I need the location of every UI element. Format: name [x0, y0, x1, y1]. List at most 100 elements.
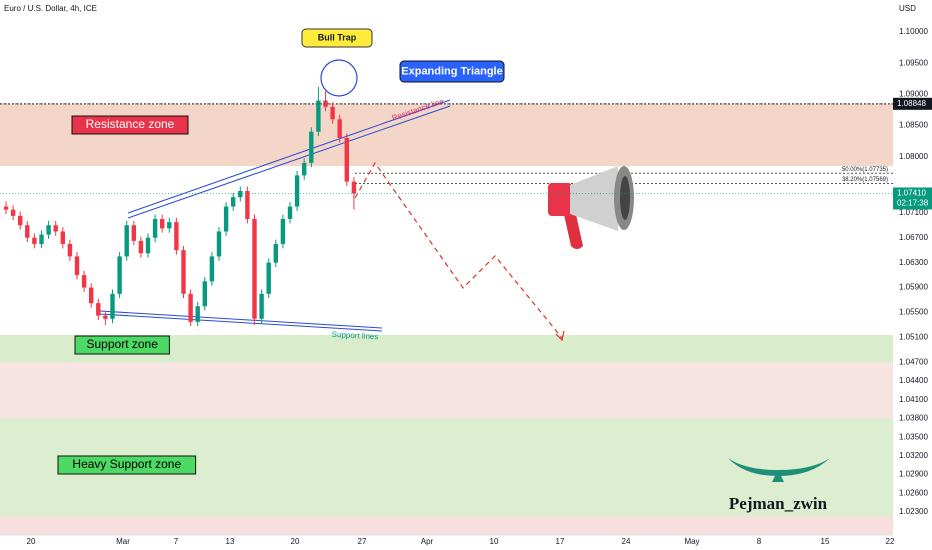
- x-tick-label: 20: [27, 537, 36, 546]
- candle-body: [209, 256, 215, 282]
- y-tick-label: 1.02300: [899, 507, 928, 516]
- x-tick-label: 8: [757, 537, 762, 546]
- candle-body: [160, 219, 165, 229]
- y-tick-label: 1.08500: [899, 121, 928, 130]
- x-tick-label: 22: [886, 537, 895, 546]
- x-tick-label: Apr: [421, 537, 434, 546]
- y-tick-label: 1.04400: [899, 376, 928, 385]
- watermark: Pejman_zwin: [729, 494, 828, 513]
- y-tick-label: 1.05500: [899, 308, 928, 317]
- price-label: 1.08848: [897, 99, 926, 108]
- chart-title: Euro / U.S. Dollar, 4h, ICE: [4, 4, 97, 13]
- candle-body: [351, 181, 357, 194]
- candle-body: [231, 197, 236, 207]
- zone-label-box: [74, 335, 170, 355]
- x-tick-label: 24: [622, 537, 631, 546]
- price-label-bg: [893, 187, 932, 210]
- price-axis-bg: [893, 0, 932, 550]
- triangle-upper: [127, 99, 451, 214]
- y-tick-label: 1.09000: [899, 89, 928, 98]
- x-tick-label: 15: [821, 537, 830, 546]
- y-tick-label: 1.10000: [899, 27, 928, 36]
- candle-body: [32, 237, 37, 244]
- y-tick-label: 1.04100: [899, 395, 928, 404]
- x-tick-label: 13: [226, 537, 235, 546]
- zone: [0, 103, 893, 167]
- candle-body: [167, 222, 172, 229]
- x-tick-label: May: [684, 537, 699, 546]
- x-tick-label: Mar: [116, 537, 130, 546]
- candle-body: [223, 206, 229, 232]
- candle-body: [60, 231, 65, 244]
- candle-body: [96, 303, 101, 316]
- candle-body: [202, 281, 207, 307]
- fib-label: 50.00%(1.07735): [842, 167, 888, 173]
- bull-trap-label: Bull Trap: [318, 32, 357, 42]
- support-lines-label: Support lines: [331, 330, 378, 341]
- triangle-box: [399, 60, 505, 83]
- triangle-label: Expanding Triangle: [401, 65, 502, 77]
- candle-body: [103, 315, 108, 319]
- candle-body: [152, 219, 158, 238]
- candle-body: [81, 275, 87, 288]
- x-tick-label: 7: [174, 537, 179, 546]
- candle-body: [337, 119, 342, 138]
- candle-body: [252, 219, 257, 319]
- candle-body: [323, 100, 328, 107]
- candle-body: [195, 306, 200, 322]
- y-tick-label: 1.05100: [899, 333, 928, 342]
- y-tick-label: 1.08000: [899, 152, 928, 161]
- y-tick-label: 1.02900: [899, 470, 928, 479]
- y-tick-label: 1.06300: [899, 258, 928, 267]
- fib-label: 38.20%(1.07569): [842, 177, 888, 183]
- candle-body: [138, 240, 144, 254]
- candle-body: [145, 237, 151, 254]
- x-tick-label: 17: [556, 537, 565, 546]
- candle-body: [67, 243, 73, 257]
- candle-body: [74, 256, 80, 276]
- candle-body: [46, 225, 51, 235]
- x-tick-label: 20: [291, 537, 300, 546]
- candle-body: [10, 209, 16, 216]
- candle-body: [280, 219, 286, 244]
- y-tick-label: 1.03200: [899, 451, 928, 460]
- candle-body: [25, 225, 30, 238]
- zone: [0, 362, 893, 419]
- zone-label-box: [57, 455, 197, 475]
- candle-body: [188, 293, 193, 322]
- candle-body: [259, 293, 264, 319]
- logo-mark-2: [772, 470, 784, 482]
- candle-body: [266, 262, 271, 294]
- candle-body: [174, 222, 179, 251]
- y-tick-label: 1.09500: [899, 58, 928, 67]
- candle-body: [238, 190, 243, 198]
- y-tick-label: 1.07100: [899, 208, 928, 217]
- y-tick-label: 1.06700: [899, 233, 928, 242]
- candle-body: [39, 234, 44, 244]
- x-tick-label: 27: [358, 537, 367, 546]
- projection-arrow: [555, 330, 565, 342]
- candle-body: [273, 243, 278, 263]
- zone-label: Support zone: [87, 337, 159, 351]
- candle-body: [53, 225, 58, 232]
- triangle-lower-2: [99, 313, 383, 332]
- y-tick-label: 1.03500: [899, 432, 928, 441]
- candle-body: [302, 162, 307, 176]
- candle-body: [131, 225, 136, 241]
- megaphone: [548, 166, 634, 249]
- candle-body: [110, 293, 115, 319]
- y-tick-label: 1.05900: [899, 283, 928, 292]
- zone: [0, 516, 893, 535]
- candle-body: [245, 190, 250, 220]
- candle-body: [117, 256, 122, 294]
- candle-body: [316, 100, 321, 132]
- projection-path: [354, 161, 563, 339]
- candle-body: [294, 175, 300, 207]
- zone-label: Resistance zone: [86, 117, 175, 131]
- x-tick-label: 10: [490, 537, 499, 546]
- candle-body: [344, 137, 349, 182]
- currency: USD: [899, 4, 916, 13]
- candle-body: [3, 206, 9, 210]
- candle-body: [181, 250, 186, 294]
